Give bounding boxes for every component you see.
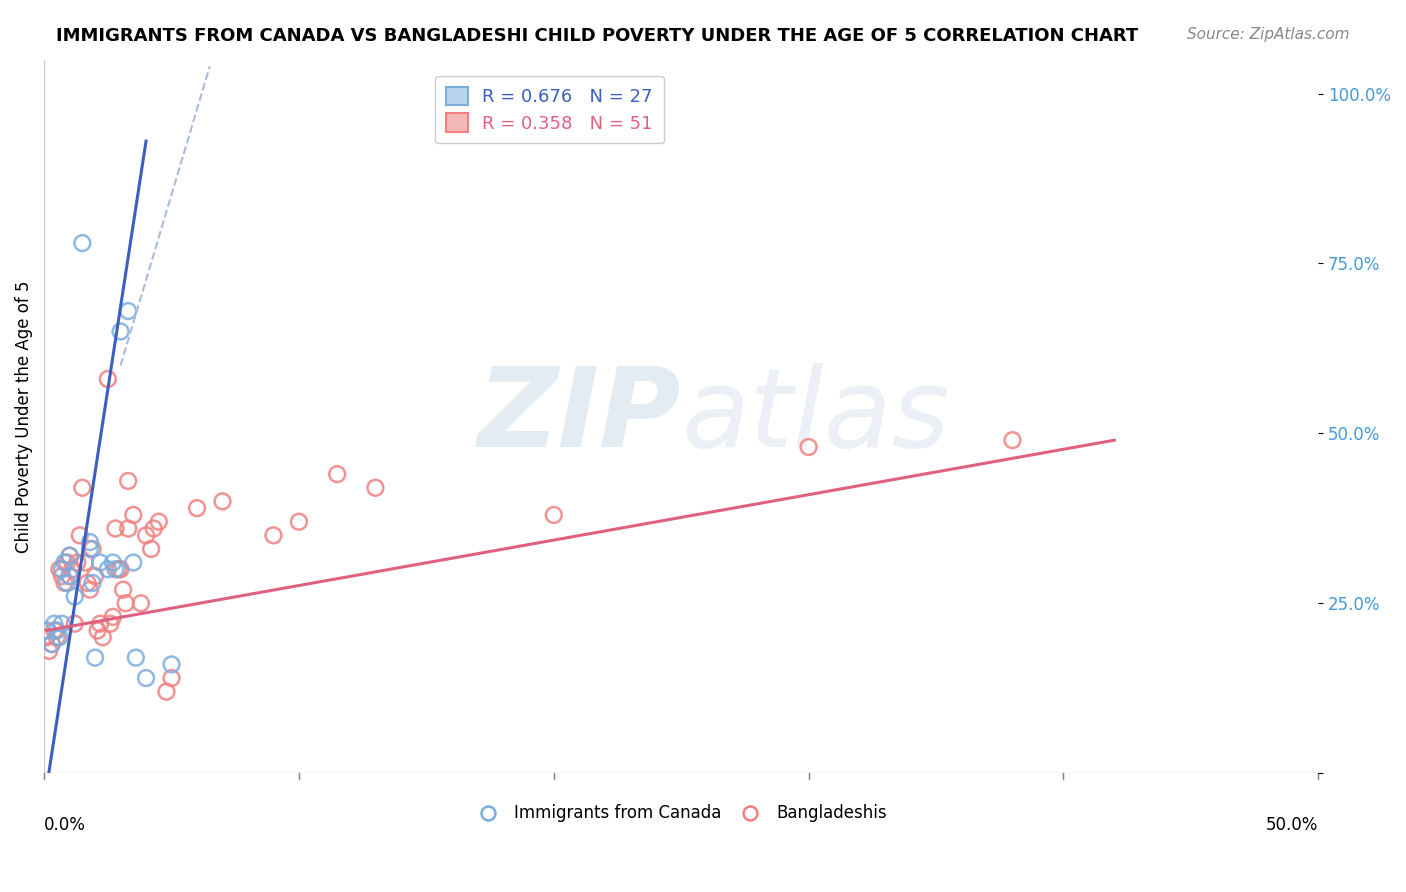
Point xyxy=(135,671,157,685)
Text: ZIP: ZIP xyxy=(478,363,681,470)
Point xyxy=(117,522,139,536)
Point xyxy=(135,528,157,542)
Point xyxy=(58,569,80,583)
Point xyxy=(58,549,80,563)
Legend: Immigrants from Canada, Bangladeshis: Immigrants from Canada, Bangladeshis xyxy=(468,797,894,829)
Point xyxy=(53,575,76,590)
Point xyxy=(155,684,177,698)
Point xyxy=(56,575,79,590)
Text: atlas: atlas xyxy=(681,363,950,470)
Point xyxy=(107,562,129,576)
Point xyxy=(129,596,152,610)
Point xyxy=(101,610,124,624)
Point xyxy=(97,562,120,576)
Point xyxy=(45,624,67,638)
Point xyxy=(98,616,121,631)
Point xyxy=(51,616,73,631)
Point xyxy=(97,372,120,386)
Point xyxy=(58,549,80,563)
Point xyxy=(69,528,91,542)
Point xyxy=(148,515,170,529)
Point xyxy=(48,562,70,576)
Point xyxy=(51,569,73,583)
Point xyxy=(288,515,311,529)
Point xyxy=(262,528,284,542)
Point xyxy=(160,671,183,685)
Point xyxy=(86,624,108,638)
Point xyxy=(35,630,58,644)
Point xyxy=(58,569,80,583)
Y-axis label: Child Poverty Under the Age of 5: Child Poverty Under the Age of 5 xyxy=(15,280,32,553)
Point xyxy=(89,556,111,570)
Point xyxy=(38,644,60,658)
Point xyxy=(41,637,63,651)
Point xyxy=(44,616,66,631)
Point xyxy=(35,624,58,638)
Point xyxy=(117,474,139,488)
Point xyxy=(122,508,145,522)
Point xyxy=(51,562,73,576)
Text: IMMIGRANTS FROM CANADA VS BANGLADESHI CHILD POVERTY UNDER THE AGE OF 5 CORRELATI: IMMIGRANTS FROM CANADA VS BANGLADESHI CH… xyxy=(56,27,1139,45)
Point xyxy=(63,590,86,604)
Point xyxy=(797,440,820,454)
Point xyxy=(122,556,145,570)
Point xyxy=(139,541,162,556)
Point xyxy=(160,657,183,672)
Point xyxy=(84,569,107,583)
Text: 50.0%: 50.0% xyxy=(1265,816,1319,834)
Point xyxy=(66,556,89,570)
Text: Source: ZipAtlas.com: Source: ZipAtlas.com xyxy=(1187,27,1350,42)
Point xyxy=(82,541,104,556)
Point xyxy=(117,304,139,318)
Point xyxy=(63,616,86,631)
Point xyxy=(60,562,83,576)
Point xyxy=(72,481,94,495)
Point xyxy=(101,556,124,570)
Point xyxy=(79,582,101,597)
Point xyxy=(76,575,98,590)
Point xyxy=(211,494,233,508)
Point xyxy=(110,562,132,576)
Point xyxy=(112,582,135,597)
Point xyxy=(79,541,101,556)
Point xyxy=(84,650,107,665)
Point xyxy=(326,467,349,482)
Point xyxy=(72,236,94,251)
Point xyxy=(79,535,101,549)
Point xyxy=(53,556,76,570)
Point xyxy=(364,481,387,495)
Point xyxy=(104,522,127,536)
Point xyxy=(125,650,148,665)
Point xyxy=(91,630,114,644)
Point xyxy=(142,522,165,536)
Point xyxy=(45,630,67,644)
Point xyxy=(543,508,565,522)
Point xyxy=(1001,433,1024,447)
Point xyxy=(82,575,104,590)
Point xyxy=(114,596,136,610)
Point xyxy=(186,501,208,516)
Point xyxy=(89,616,111,631)
Text: 0.0%: 0.0% xyxy=(44,816,86,834)
Point xyxy=(110,325,132,339)
Point xyxy=(73,556,96,570)
Point xyxy=(56,556,79,570)
Point xyxy=(104,562,127,576)
Point xyxy=(41,637,63,651)
Point xyxy=(48,630,70,644)
Point xyxy=(44,624,66,638)
